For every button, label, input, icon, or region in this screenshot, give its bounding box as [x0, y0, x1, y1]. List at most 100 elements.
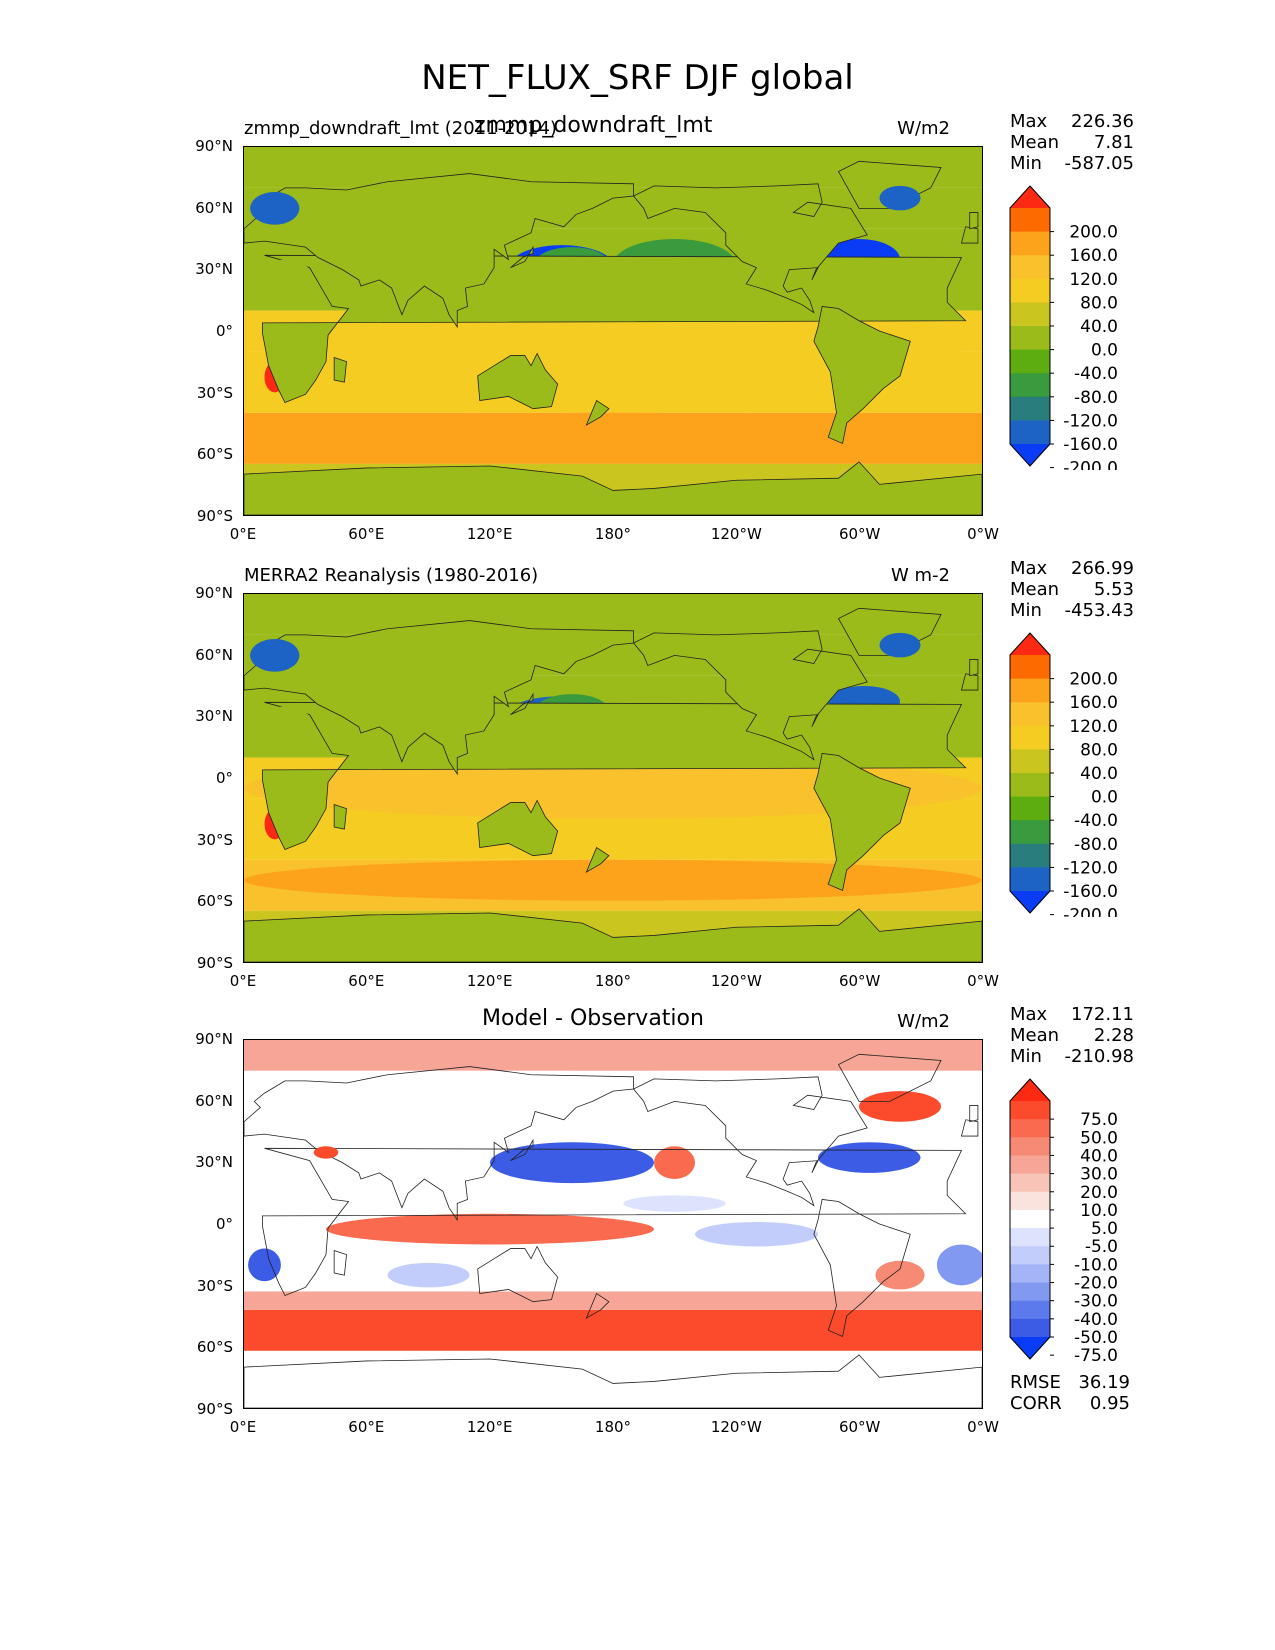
landmass-japan: [510, 245, 534, 269]
colorbar-segment: [1010, 1101, 1050, 1120]
colorbar-label: -75.0: [1074, 1346, 1118, 1363]
colorbar-label: -40.0: [1074, 1310, 1118, 1330]
stat-value: -453.43: [1064, 600, 1134, 621]
colorbar-label: 200.0: [1069, 223, 1118, 243]
colorbar-segment: [1010, 655, 1050, 680]
colorbar-segment: [1010, 1209, 1050, 1229]
panel1-left-title: zmmp_downdraft_lmt (2011-2014): [244, 118, 557, 139]
lat-tick-label: 60°N: [195, 645, 233, 664]
lat-tick-label: 30°N: [195, 707, 233, 726]
lat-tick-label: 0°: [215, 322, 233, 340]
field-anomaly: [879, 632, 921, 658]
lon-tick-label: 60°W: [838, 525, 881, 543]
colorbar-label: -120.0: [1063, 858, 1118, 878]
landmass-northAmerica: [632, 1076, 868, 1207]
field-anomaly: [875, 1260, 925, 1290]
colorbar-label: -120.0: [1063, 411, 1118, 431]
figure-title: NET_FLUX_SRF DJF global: [421, 58, 854, 98]
stat-value: 226.36: [1071, 111, 1134, 132]
stat-label: Mean: [1010, 579, 1060, 600]
landmass-europeWest: [960, 673, 979, 691]
colorbar-segment: [1010, 1300, 1050, 1320]
colorbar-label: 20.0: [1080, 1183, 1118, 1203]
colorbar-segment: [1010, 1246, 1050, 1265]
stat-value: -587.05: [1064, 153, 1134, 174]
colorbar-label: -40.0: [1074, 364, 1118, 384]
landmass-southAmerica: [813, 305, 911, 445]
field-anomaly: [326, 1213, 654, 1245]
field-anomaly: [250, 638, 300, 672]
lon-tick-label: 0°E: [229, 1418, 257, 1436]
colorbar-label: -160.0: [1063, 435, 1118, 455]
lon-tick-label: 60°W: [838, 972, 881, 990]
stat-label: Max: [1010, 558, 1048, 579]
lon-tick-label: 180°: [594, 972, 632, 990]
colorbar-segment: [1010, 843, 1050, 868]
panel1-map: [243, 146, 983, 516]
stat-label: Mean: [1010, 132, 1060, 153]
stat-value: -210.98: [1064, 1046, 1134, 1067]
lon-tick-label: 180°: [594, 1418, 632, 1436]
zonal-band: [244, 1291, 982, 1310]
colorbar-extension-top: [1010, 1079, 1050, 1101]
panel3-footer-stats: RMSE 36.19 CORR 0.95: [1010, 1372, 1130, 1414]
landmass-japan: [510, 692, 534, 716]
panel3-units: W/m2: [897, 1011, 950, 1032]
field-anomaly: [250, 191, 300, 225]
landmass-japan: [510, 1138, 534, 1162]
field-anomaly: [654, 1146, 695, 1180]
field-anomaly: [244, 859, 982, 901]
landmass-madagascar: [333, 1250, 347, 1276]
stat-label: RMSE: [1010, 1372, 1061, 1393]
colorbar-segment: [1010, 278, 1050, 303]
stat-value: 36.19: [1078, 1372, 1130, 1393]
colorbar-segment: [1010, 1191, 1050, 1211]
landmass-eurasia: [244, 1066, 634, 1222]
lon-tick-label: 120°E: [466, 1418, 513, 1436]
colorbar-label: -40.0: [1074, 811, 1118, 831]
landmass-antarctica: [244, 461, 982, 515]
colorbar-segment: [1010, 773, 1050, 798]
landmass-southAmerica: [813, 752, 911, 892]
field-anomaly: [490, 1142, 654, 1184]
colorbar-segment: [1010, 1155, 1050, 1175]
panel3-center-title: Model - Observation: [482, 1006, 704, 1031]
stat-label: Max: [1010, 111, 1048, 132]
colorbar-label: -200.0: [1063, 459, 1118, 470]
stat-value: 172.11: [1071, 1004, 1134, 1025]
colorbar-segment: [1010, 1228, 1050, 1247]
lon-tick-label: 0°E: [229, 525, 257, 543]
landmass-greenland: [837, 1053, 942, 1102]
colorbar-label: 75.0: [1080, 1110, 1118, 1130]
stat-value: 0.95: [1089, 1393, 1130, 1414]
landmass-antarctica: [244, 908, 982, 962]
field-anomaly: [244, 1316, 982, 1347]
field-anomaly: [859, 1091, 941, 1122]
landmass-antarctica: [244, 1354, 982, 1408]
lon-tick-label: 60°E: [348, 1418, 385, 1436]
colorbar-extension-bottom: [1010, 1337, 1050, 1359]
landmass-britain: [969, 659, 979, 677]
lon-tick-label: 120°W: [710, 1418, 762, 1436]
colorbar-segment: [1010, 1264, 1050, 1284]
lat-tick-label: 90°S: [196, 507, 233, 525]
colorbar-label: 120.0: [1069, 270, 1118, 290]
colorbar-segment: [1010, 1119, 1050, 1138]
stat-label: Min: [1010, 153, 1042, 174]
colorbar-segment: [1010, 208, 1050, 233]
lon-tick-label: 120°W: [710, 972, 762, 990]
colorbar-segment: [1010, 1137, 1050, 1156]
colorbar-segment: [1010, 396, 1050, 421]
lat-tick-label: 90°S: [196, 954, 233, 972]
colorbar-label: -20.0: [1074, 1274, 1118, 1294]
lon-tick-label: 0°E: [229, 972, 257, 990]
panel1-stats: Max 226.36 Mean 7.81 Min -587.05: [1010, 111, 1134, 174]
lat-tick-label: 60°S: [196, 1338, 233, 1357]
colorbar-label: 80.0: [1080, 293, 1118, 313]
lon-tick-label: 60°E: [348, 525, 385, 543]
panel1-colorbar: 200.0 160.0 120.0 80.0 40.0 0.0 -40.0 -80.0 -120…: [1009, 185, 1118, 470]
colorbar-label: 80.0: [1080, 740, 1118, 760]
stat-label: Max: [1010, 1004, 1048, 1025]
panel2-stats: Max 266.99 Mean 5.53 Min -453.43: [1010, 558, 1134, 621]
map-field: [244, 147, 982, 515]
